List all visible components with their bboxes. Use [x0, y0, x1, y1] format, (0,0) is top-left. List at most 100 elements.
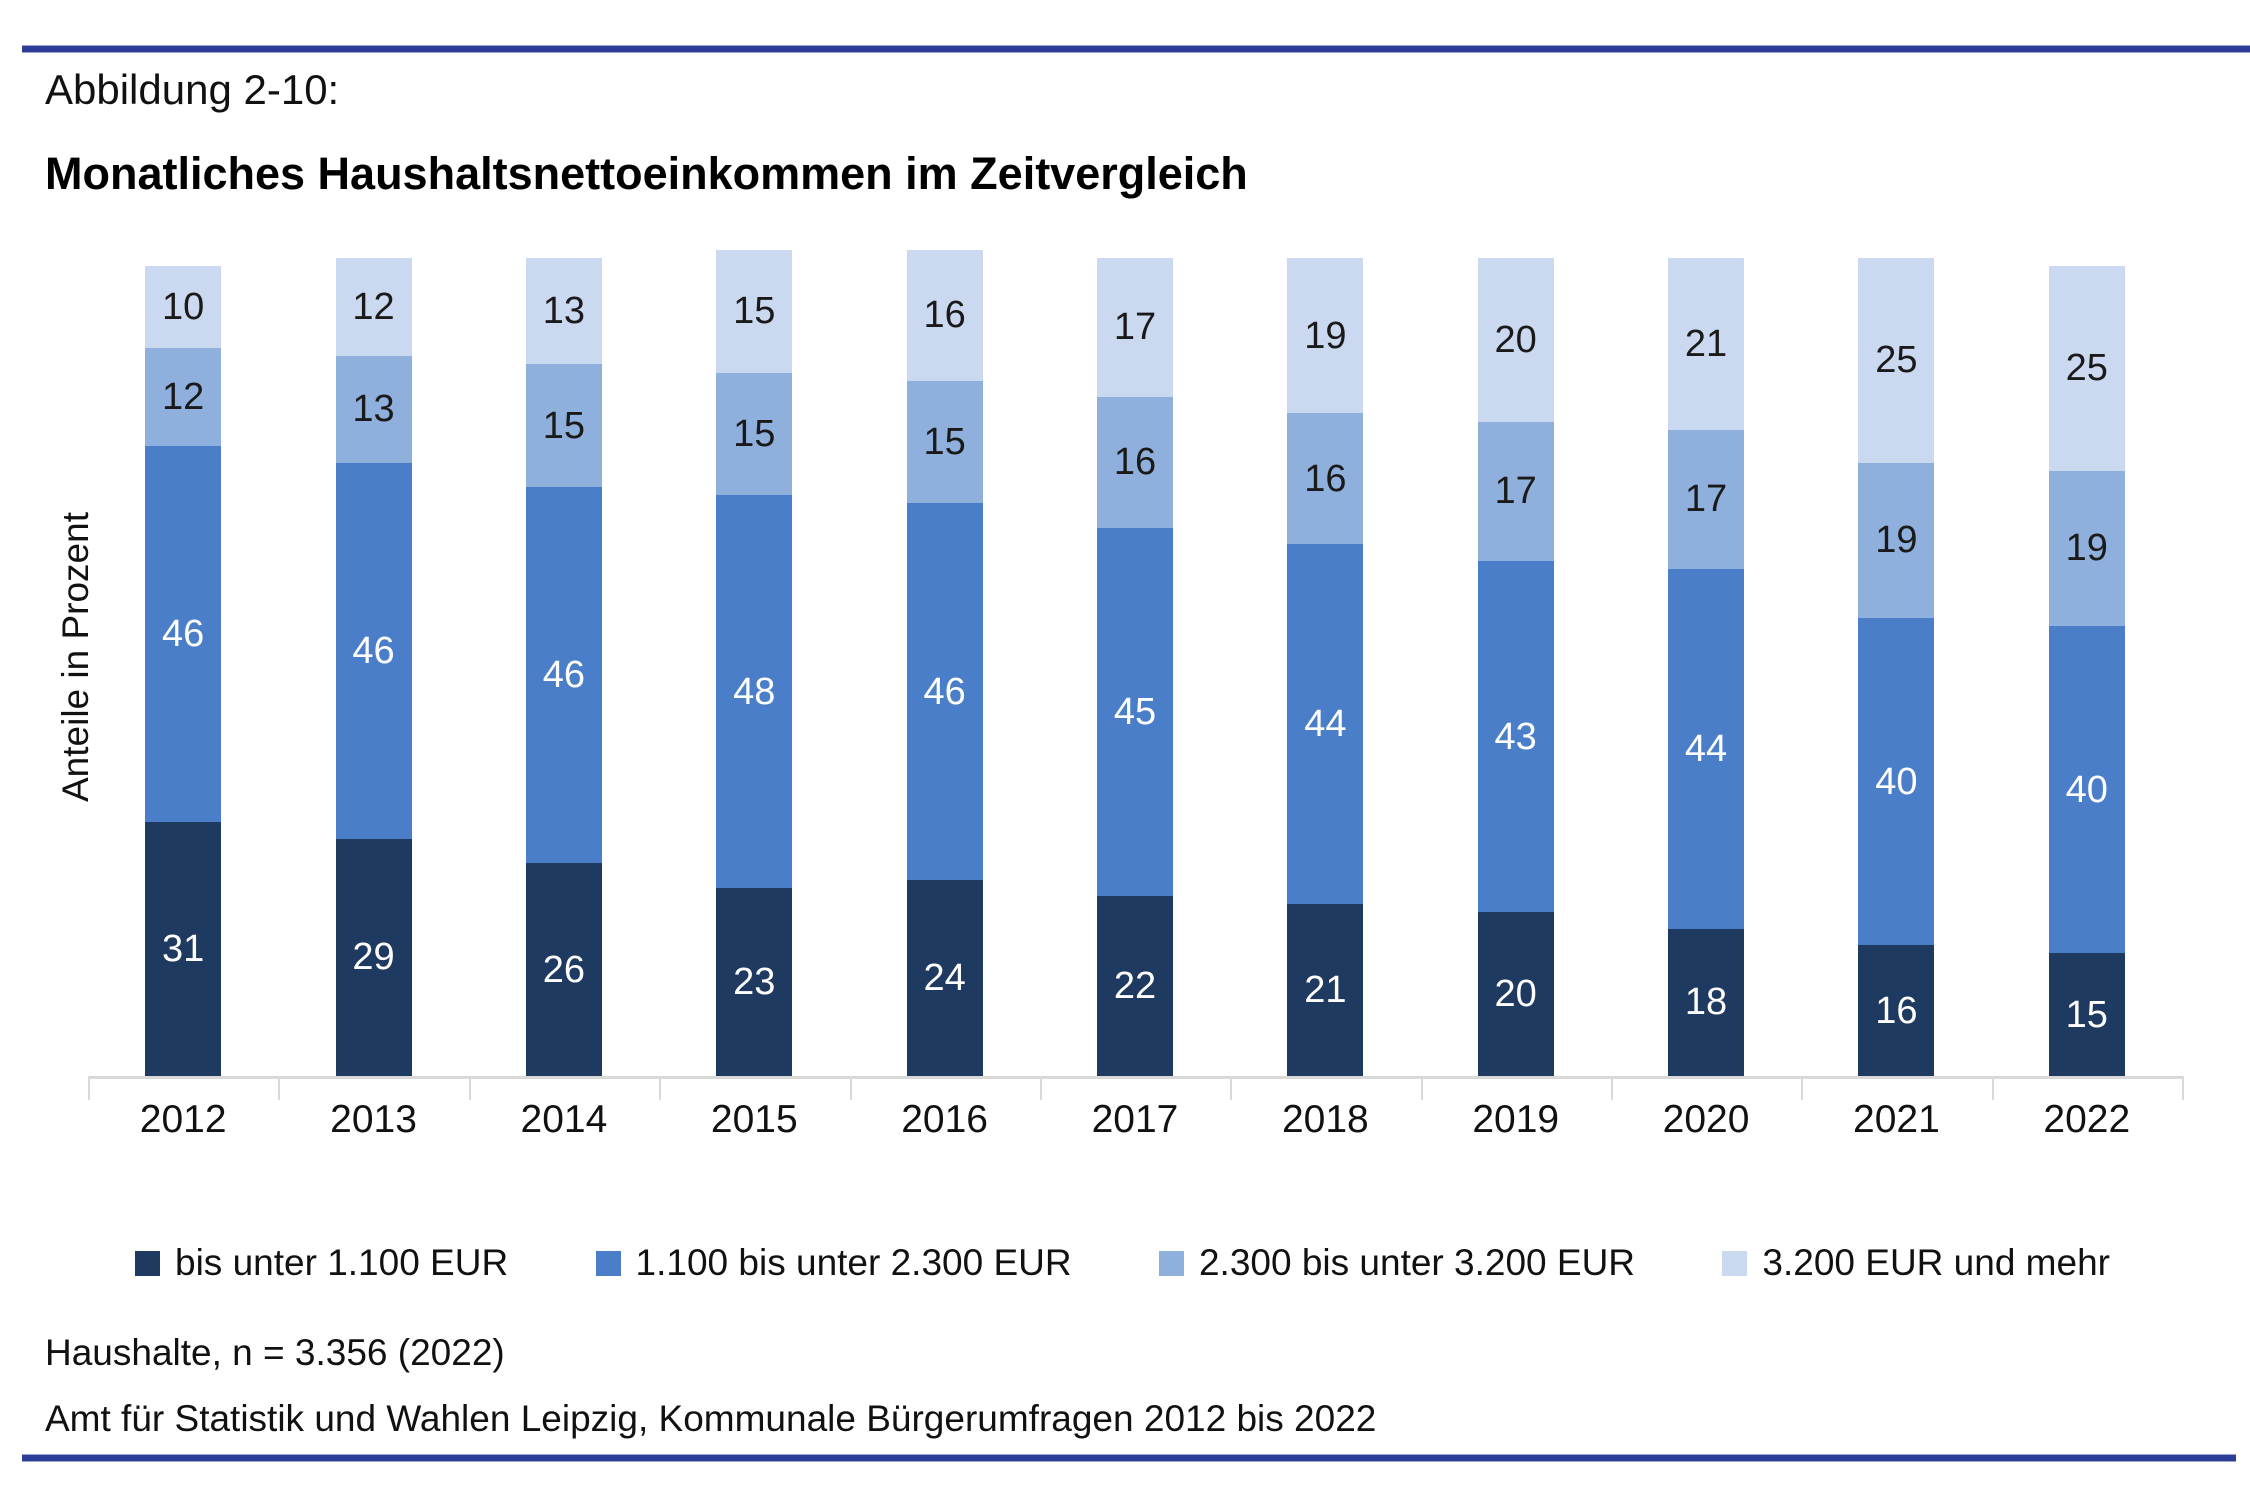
legend-label: 2.300 bis unter 3.200 EUR: [1198, 1242, 1636, 1283]
x-axis-tick: [1801, 1076, 1804, 1100]
bar-segment: 17: [1668, 429, 1745, 569]
bar-segment: 21: [1287, 904, 1364, 1076]
stacked-bar: 26 46 15 13: [525, 258, 602, 1076]
bar-value-label: 19: [1875, 519, 1918, 562]
legend-label: 1.100 bis unter 2.300 EUR: [635, 1242, 1072, 1283]
bar-value-label: 20: [1494, 318, 1537, 361]
bar-column-2022: 15 40 19 25: [1992, 238, 2182, 1076]
bar-segment: 45: [1096, 527, 1173, 896]
bar-value-label: 16: [923, 294, 966, 337]
bar-segment: 19: [2048, 470, 2125, 627]
bar-segment: 25: [1858, 258, 1935, 463]
footnote-sample-size: Haushalte, n = 3.356 (2022): [45, 1332, 505, 1373]
bar-value-label: 17: [1494, 470, 1537, 513]
bar-value-label: 15: [733, 412, 776, 455]
x-axis-label: 2016: [901, 1098, 988, 1141]
bar-segment: 44: [1668, 568, 1745, 929]
x-axis-label: 2017: [1091, 1098, 1179, 1141]
bar-segment: 16: [906, 249, 983, 381]
bar-column-2019: 20 43 17 20: [1421, 238, 1611, 1076]
bar-value-label: 20: [1494, 973, 1537, 1016]
legend-label: bis unter 1.100 EUR: [175, 1242, 509, 1283]
x-axis-label: 2020: [1662, 1098, 1750, 1141]
chart-title: Monatliches Haushaltsnettoeinkommen im Z…: [45, 148, 1248, 199]
bar-value-label: 16: [1113, 441, 1157, 484]
bar-segment: 43: [1477, 560, 1554, 913]
bar-segment: 13: [525, 258, 602, 365]
stacked-bar: 20 43 17 20: [1477, 258, 1554, 1076]
top-accent-rule: [22, 45, 2250, 53]
bar-value-label: 15: [923, 421, 966, 464]
bar-value-label: 12: [352, 286, 395, 329]
bar-value-label: 31: [162, 928, 205, 971]
bar-value-label: 46: [542, 654, 586, 697]
bar-segment: 15: [2048, 953, 2125, 1076]
bar-segment: 17: [1096, 257, 1173, 398]
bar-segment: 15: [716, 249, 793, 373]
bar-segment: 21: [1668, 258, 1745, 430]
x-axis-tick: [88, 1076, 90, 1100]
bar-segment: 46: [906, 503, 983, 880]
legend-item: 3.200 EUR und mehr: [1722, 1242, 2110, 1284]
bar-value-label: 22: [1113, 965, 1157, 1007]
stacked-bar: 22 45 16 17: [1096, 257, 1173, 1076]
bar-segment: 15: [906, 380, 983, 504]
bar-segment: 40: [2048, 626, 2125, 954]
stacked-bar: 18 44 17 21: [1668, 258, 1745, 1076]
bar-segment: 23: [716, 887, 793, 1076]
bottom-accent-rule: [22, 1454, 2236, 1462]
bar-value-label: 45: [1113, 690, 1157, 733]
bar-value-label: 16: [1875, 989, 1918, 1032]
bar-value-label: 21: [1304, 969, 1347, 1012]
bar-segment: 19: [1287, 258, 1364, 414]
x-axis-label: 2012: [139, 1098, 227, 1141]
stacked-bar: 31 46 12 10: [145, 266, 222, 1076]
bar-value-label: 44: [1684, 727, 1728, 770]
bar-value-label: 44: [1304, 703, 1347, 746]
legend-swatch-icon: [595, 1250, 621, 1276]
x-axis-tick: [2182, 1076, 2184, 1100]
footnote-source: Amt für Statistik und Wahlen Leipzig, Ko…: [45, 1398, 1377, 1439]
x-axis-label: 2014: [520, 1098, 608, 1141]
chart-legend: bis unter 1.100 EUR 1.100 bis unter 2.300…: [135, 1242, 2110, 1284]
bar-segment: 26: [525, 863, 602, 1076]
bar-value-label: 23: [733, 960, 776, 1003]
bar-column-2017: 22 45 16 17: [1040, 238, 1230, 1076]
x-axis-tick: [1991, 1076, 1994, 1100]
stacked-bar: 21 44 16 19: [1287, 258, 1364, 1076]
bar-segment: 46: [525, 487, 602, 864]
legend-label: 3.200 EUR und mehr: [1762, 1242, 2110, 1283]
bar-value-label: 40: [1875, 760, 1918, 803]
x-axis-tick: [659, 1076, 662, 1100]
bar-value-label: 21: [1684, 322, 1728, 365]
bar-segment: 46: [335, 462, 412, 839]
bar-column-2021: 16 40 19 25: [1801, 238, 1991, 1076]
x-axis-line: [88, 1076, 2182, 1079]
bar-value-label: 15: [733, 290, 776, 333]
x-axis-label: 2013: [330, 1098, 417, 1141]
bar-segment: 29: [335, 838, 412, 1076]
bar-column-2020: 18 44 17 21: [1611, 238, 1801, 1076]
bar-column-2014: 26 46 15 13: [469, 238, 659, 1076]
bar-value-label: 16: [1304, 457, 1347, 500]
x-axis-label: 2018: [1281, 1098, 1369, 1141]
bar-segment: 20: [1477, 258, 1554, 422]
x-axis-tick: [1039, 1076, 1042, 1100]
bar-segment: 13: [335, 356, 412, 463]
bar-segment: 46: [145, 446, 222, 823]
legend-item: 1.100 bis unter 2.300 EUR: [595, 1242, 1072, 1284]
bar-segment: 16: [1287, 413, 1364, 545]
x-axis-tick: [468, 1076, 471, 1100]
bar-segment: 15: [525, 364, 602, 488]
bar-column-2015: 23 48 15 15: [659, 238, 849, 1076]
bar-value-label: 46: [352, 629, 395, 672]
bar-segment: 12: [335, 258, 412, 357]
bar-column-2012: 31 46 12 10: [88, 238, 278, 1076]
bar-value-label: 46: [923, 670, 966, 713]
bar-value-label: 17: [1113, 306, 1157, 349]
bar-value-label: 25: [2065, 347, 2108, 390]
bar-segment: 20: [1477, 912, 1554, 1076]
bar-value-label: 19: [2065, 527, 2108, 570]
bar-segment: 19: [1858, 462, 1935, 618]
